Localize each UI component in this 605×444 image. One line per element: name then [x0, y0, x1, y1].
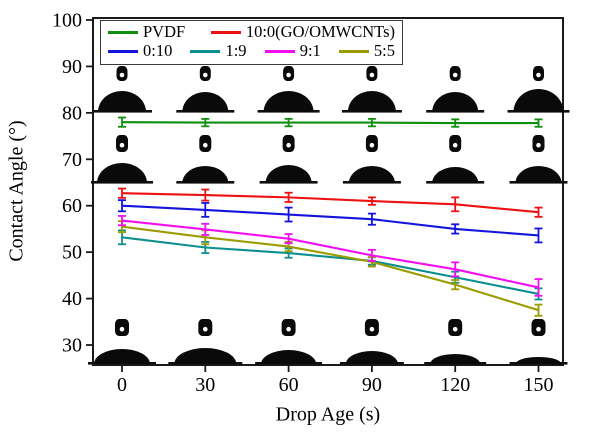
needle-tip-icon — [281, 319, 296, 336]
needle-tip-icon — [199, 135, 212, 152]
x-tick-label: 60 — [279, 374, 299, 396]
legend-swatch-line — [264, 50, 295, 53]
legend-swatch-line — [108, 50, 138, 53]
needle-tip-icon — [448, 319, 463, 336]
series-line — [121, 121, 539, 125]
legend-swatch-line — [190, 50, 221, 53]
drop-photos-bottom — [88, 319, 568, 365]
droplet-photo — [426, 167, 485, 184]
needle-tip-icon — [199, 66, 211, 81]
needle-tip-icon — [532, 135, 545, 152]
legend-item-label: PVDF — [143, 22, 186, 42]
legend-swatch-line — [338, 50, 369, 53]
y-tick-label: 90 — [62, 56, 82, 78]
needle-tip-icon — [364, 319, 379, 336]
x-tick-label: 30 — [195, 374, 215, 396]
legend-item: 5:5 — [338, 41, 395, 61]
needle-tip-icon — [449, 135, 462, 152]
series-1-9 — [118, 229, 543, 301]
series-line — [121, 219, 539, 289]
series-5-5 — [118, 220, 543, 317]
series-0-10 — [118, 199, 543, 244]
droplet-photo — [342, 166, 401, 184]
legend-item: PVDF — [108, 24, 185, 41]
droplet-photo — [509, 166, 568, 184]
droplet-photo — [259, 165, 318, 184]
legend-item-label: 10:0(GO/OMWCNTs) — [245, 22, 395, 42]
series-9-1 — [118, 215, 543, 297]
y-axis-ticks: 30 40 50 60 70 80 90 100 — [52, 10, 93, 357]
y-tick-label: 40 — [62, 288, 82, 310]
droplet-photo — [88, 349, 156, 365]
droplet-photo — [257, 91, 320, 113]
droplet-photo — [176, 92, 235, 113]
needle-tip-icon — [116, 66, 128, 81]
series-line — [121, 192, 539, 214]
droplet-photo — [339, 351, 404, 365]
needle-tip-icon — [533, 66, 544, 81]
drop-photos-middle — [91, 135, 568, 184]
droplet-photo — [91, 163, 153, 184]
x-tick-label: 120 — [440, 374, 470, 396]
series-line — [121, 236, 539, 295]
legend-row: PVDF 10:0(GO/OMWCNTs) — [108, 24, 395, 41]
needle-tip-icon — [283, 66, 295, 81]
series-line — [121, 225, 539, 312]
droplet-photo — [341, 91, 402, 113]
plot-frame — [92, 17, 564, 366]
y-tick-label: 60 — [62, 195, 82, 217]
needle-tip-icon — [449, 66, 461, 81]
droplet-photo — [424, 354, 487, 365]
droplet-photo — [507, 89, 570, 113]
needle-tip-icon — [531, 319, 546, 336]
droplet-photo — [509, 357, 568, 365]
y-tick-label: 70 — [62, 149, 82, 171]
droplet-photo — [168, 348, 243, 365]
legend-item-label: 5:5 — [373, 41, 395, 61]
legend-item: 1:9 — [190, 41, 247, 61]
series-PVDF — [118, 116, 543, 128]
drop-photos-top — [92, 66, 570, 113]
legend-item-label: 1:9 — [225, 41, 247, 61]
needle-tip-icon — [115, 319, 129, 336]
legend-item-label: 0:10 — [143, 41, 173, 61]
legend-row: 0:10 1:9 9:1 5:5 — [108, 43, 395, 60]
y-tick-label: 50 — [62, 242, 82, 264]
legend-swatch-line — [210, 31, 241, 34]
legend-item-label: 9:1 — [299, 41, 321, 61]
legend: PVDF 10:0(GO/OMWCNTs) 0:10 1:9 9:1 5:5 — [100, 20, 403, 65]
droplet-photo — [255, 350, 323, 365]
droplet-photo — [92, 91, 152, 113]
y-tick-label: 100 — [52, 10, 82, 32]
x-axis-ticks: 0 30 60 90 120 150 — [117, 365, 554, 396]
legend-item: 0:10 — [108, 43, 172, 60]
x-tick-label: 0 — [117, 374, 127, 396]
y-axis-title: Contact Angle (°) — [5, 120, 28, 262]
needle-tip-icon — [365, 135, 378, 152]
series-line — [121, 204, 539, 237]
droplet-photo — [426, 92, 485, 113]
legend-item: 9:1 — [264, 41, 321, 61]
x-tick-label: 150 — [524, 374, 554, 396]
needle-tip-icon — [198, 319, 213, 336]
legend-item: 10:0(GO/OMWCNTs) — [210, 22, 395, 42]
x-axis-title: Drop Age (s) — [275, 403, 381, 426]
y-tick-label: 80 — [62, 102, 82, 124]
legend-swatch-line — [108, 31, 138, 34]
droplet-photo — [176, 166, 235, 184]
x-tick-label: 90 — [362, 374, 382, 396]
y-tick-label: 30 — [62, 335, 82, 357]
series-10-0-GO-OMWCNTs- — [118, 187, 543, 218]
needle-tip-icon — [282, 135, 295, 152]
needle-tip-icon — [366, 66, 378, 81]
needle-tip-icon — [116, 135, 128, 152]
